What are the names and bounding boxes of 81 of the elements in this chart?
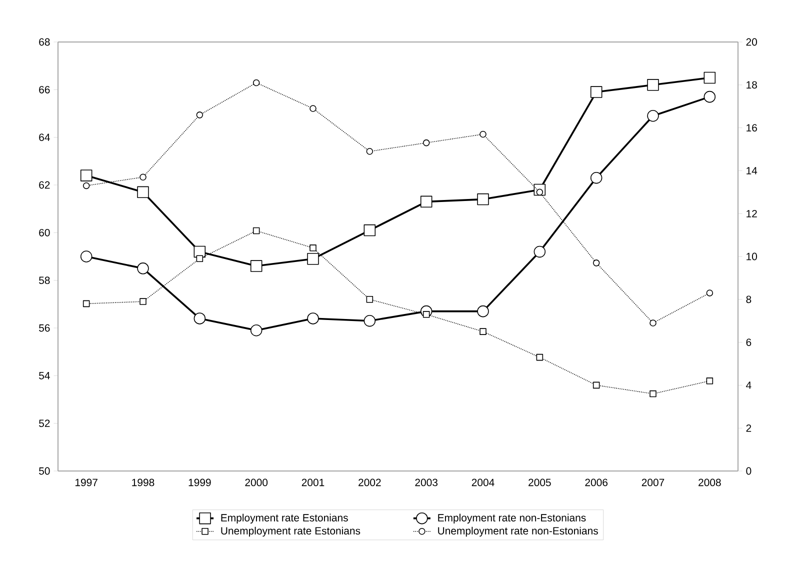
point [366,296,374,303]
point [310,244,316,252]
y2-tick-label: 20 [746,38,758,46]
point [422,139,430,146]
point [536,354,544,361]
y-tick-label: 56 [39,324,50,332]
point [194,312,206,324]
y2-tick-label: 6 [746,338,752,346]
point [477,193,489,206]
x-tick-label: 2003 [415,478,438,486]
legend-label: Unemployment rate Estonians [221,526,360,537]
point [647,79,659,91]
x-tick-label: 2007 [642,478,664,486]
point [196,255,204,262]
point [80,170,92,182]
x-tick-label: 2000 [245,478,268,486]
point [590,86,602,98]
point [650,390,656,398]
x-tick-label: 2001 [302,478,324,486]
x-tick-label: 1997 [75,478,98,486]
y2-tick-label: 4 [746,382,752,389]
point [704,72,716,84]
point [366,148,374,155]
y-tick-label: 60 [39,228,50,236]
point [706,378,714,384]
point [592,260,600,266]
point [704,90,716,103]
x-tick-label: 1999 [188,478,211,486]
point [310,105,316,112]
point [80,250,92,262]
y-tick-label: 50 [39,467,50,475]
point [480,130,486,138]
y-tick-label: 54 [39,372,50,380]
legend-label: Employment rate non-Estonians [438,514,586,524]
point [250,324,262,336]
point [252,79,260,86]
x-tick-label: 2004 [472,478,494,486]
point [706,290,714,296]
y-tick-label: 62 [39,181,50,189]
point [650,320,656,326]
point [647,110,659,122]
point [82,300,90,308]
y-tick-label: 58 [39,276,50,284]
point [590,172,602,184]
y2-tick-label: 2 [746,424,752,432]
x-tick-label: 2006 [585,478,608,486]
point [420,196,432,208]
x-tick-label: 1998 [132,478,154,486]
point [252,227,260,234]
y-tick-label: 64 [39,134,50,142]
point [137,186,149,198]
x-tick-label: 2002 [358,478,381,486]
point [536,188,544,196]
point [592,382,600,389]
point [82,182,90,190]
point [534,246,546,258]
point [477,305,489,318]
point [140,298,146,305]
y2-tick-label: 8 [746,296,752,304]
point [364,224,376,236]
legend-label: Employment rate Estonians [221,514,348,524]
point [137,262,149,274]
point [307,312,319,324]
y2-tick-label: 18 [746,81,757,89]
point [480,328,486,335]
point [307,253,319,265]
point [250,260,262,272]
y2-tick-label: 16 [746,124,757,132]
legend-label: Unemployment rate non-Estonians [438,526,598,537]
y2-tick-label: 0 [746,467,752,475]
x-tick-label: 2005 [528,478,551,486]
point [140,174,146,181]
y-tick-label: 52 [39,420,50,428]
point [364,314,376,327]
y2-tick-label: 14 [746,167,758,174]
y2-tick-label: 10 [746,252,758,260]
y2-tick-label: 12 [746,210,757,218]
y-tick-label: 66 [39,86,50,94]
x-tick-label: 2008 [698,478,721,486]
y-tick-label: 68 [39,38,50,46]
point [196,112,204,118]
